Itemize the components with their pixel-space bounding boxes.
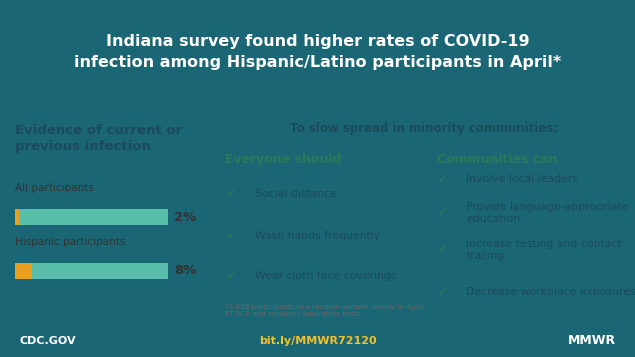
Text: ✓: ✓ <box>437 173 447 186</box>
Text: Evidence of current or
previous infection: Evidence of current or previous infectio… <box>15 124 182 154</box>
Text: Provide language-appropriate
education: Provide language-appropriate education <box>466 202 629 224</box>
Text: ✓: ✓ <box>225 270 236 283</box>
Text: ✓: ✓ <box>437 243 447 257</box>
Text: Everyone should: Everyone should <box>225 153 342 166</box>
Text: CDC.GOV: CDC.GOV <box>19 336 76 346</box>
Text: bit.ly/MMWR72120: bit.ly/MMWR72120 <box>258 336 377 346</box>
Bar <box>15 263 32 279</box>
Text: ✓: ✓ <box>225 230 236 242</box>
Text: Hispanic participants: Hispanic participants <box>15 237 125 247</box>
Text: ✓: ✓ <box>225 187 236 200</box>
Bar <box>32 263 168 279</box>
Text: Communities can: Communities can <box>437 153 558 166</box>
Text: ✓: ✓ <box>437 286 447 299</box>
Text: Increase testing and contact
tracing: Increase testing and contact tracing <box>466 238 622 261</box>
Text: Involve local leaders: Involve local leaders <box>466 175 578 185</box>
Bar <box>19 209 168 225</box>
Text: Social distance: Social distance <box>255 188 337 198</box>
Text: To slow spread in minority communities:: To slow spread in minority communities: <box>290 122 558 135</box>
Text: *3,658 participants in a random sample survey in April;
RT-PCR and serologic lab: *3,658 participants in a random sample s… <box>225 303 425 317</box>
Text: ✓: ✓ <box>437 206 447 220</box>
Bar <box>15 209 19 225</box>
Text: 8%: 8% <box>175 265 197 277</box>
Text: 2%: 2% <box>175 211 197 223</box>
Text: Indiana survey found higher rates of COVID-19
infection among Hispanic/Latino pa: Indiana survey found higher rates of COV… <box>74 34 561 70</box>
Text: MMWR: MMWR <box>568 334 616 347</box>
Text: Wear cloth face coverings: Wear cloth face coverings <box>255 271 396 282</box>
Text: Wash hands frequently: Wash hands frequently <box>255 231 380 241</box>
Text: Decrease workplace exposures: Decrease workplace exposures <box>466 287 635 297</box>
Text: All participants: All participants <box>15 183 94 193</box>
